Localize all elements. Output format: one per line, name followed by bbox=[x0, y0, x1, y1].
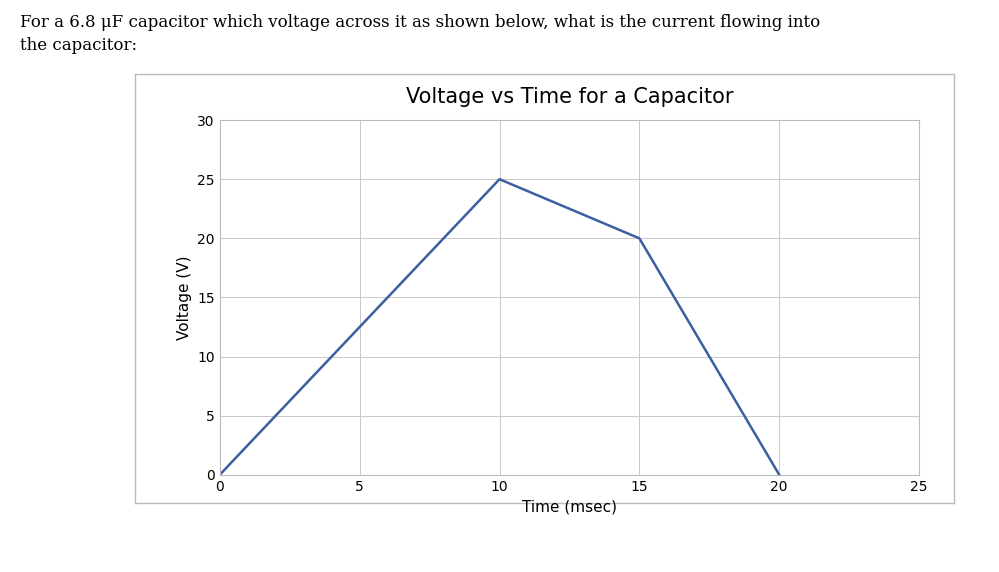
Title: Voltage vs Time for a Capacitor: Voltage vs Time for a Capacitor bbox=[406, 88, 733, 108]
Text: For a 6.8 μF capacitor which voltage across it as shown below, what is the curre: For a 6.8 μF capacitor which voltage acr… bbox=[20, 14, 820, 31]
X-axis label: Time (msec): Time (msec) bbox=[521, 499, 617, 514]
Text: the capacitor:: the capacitor: bbox=[20, 37, 137, 54]
Y-axis label: Voltage (V): Voltage (V) bbox=[177, 255, 192, 340]
